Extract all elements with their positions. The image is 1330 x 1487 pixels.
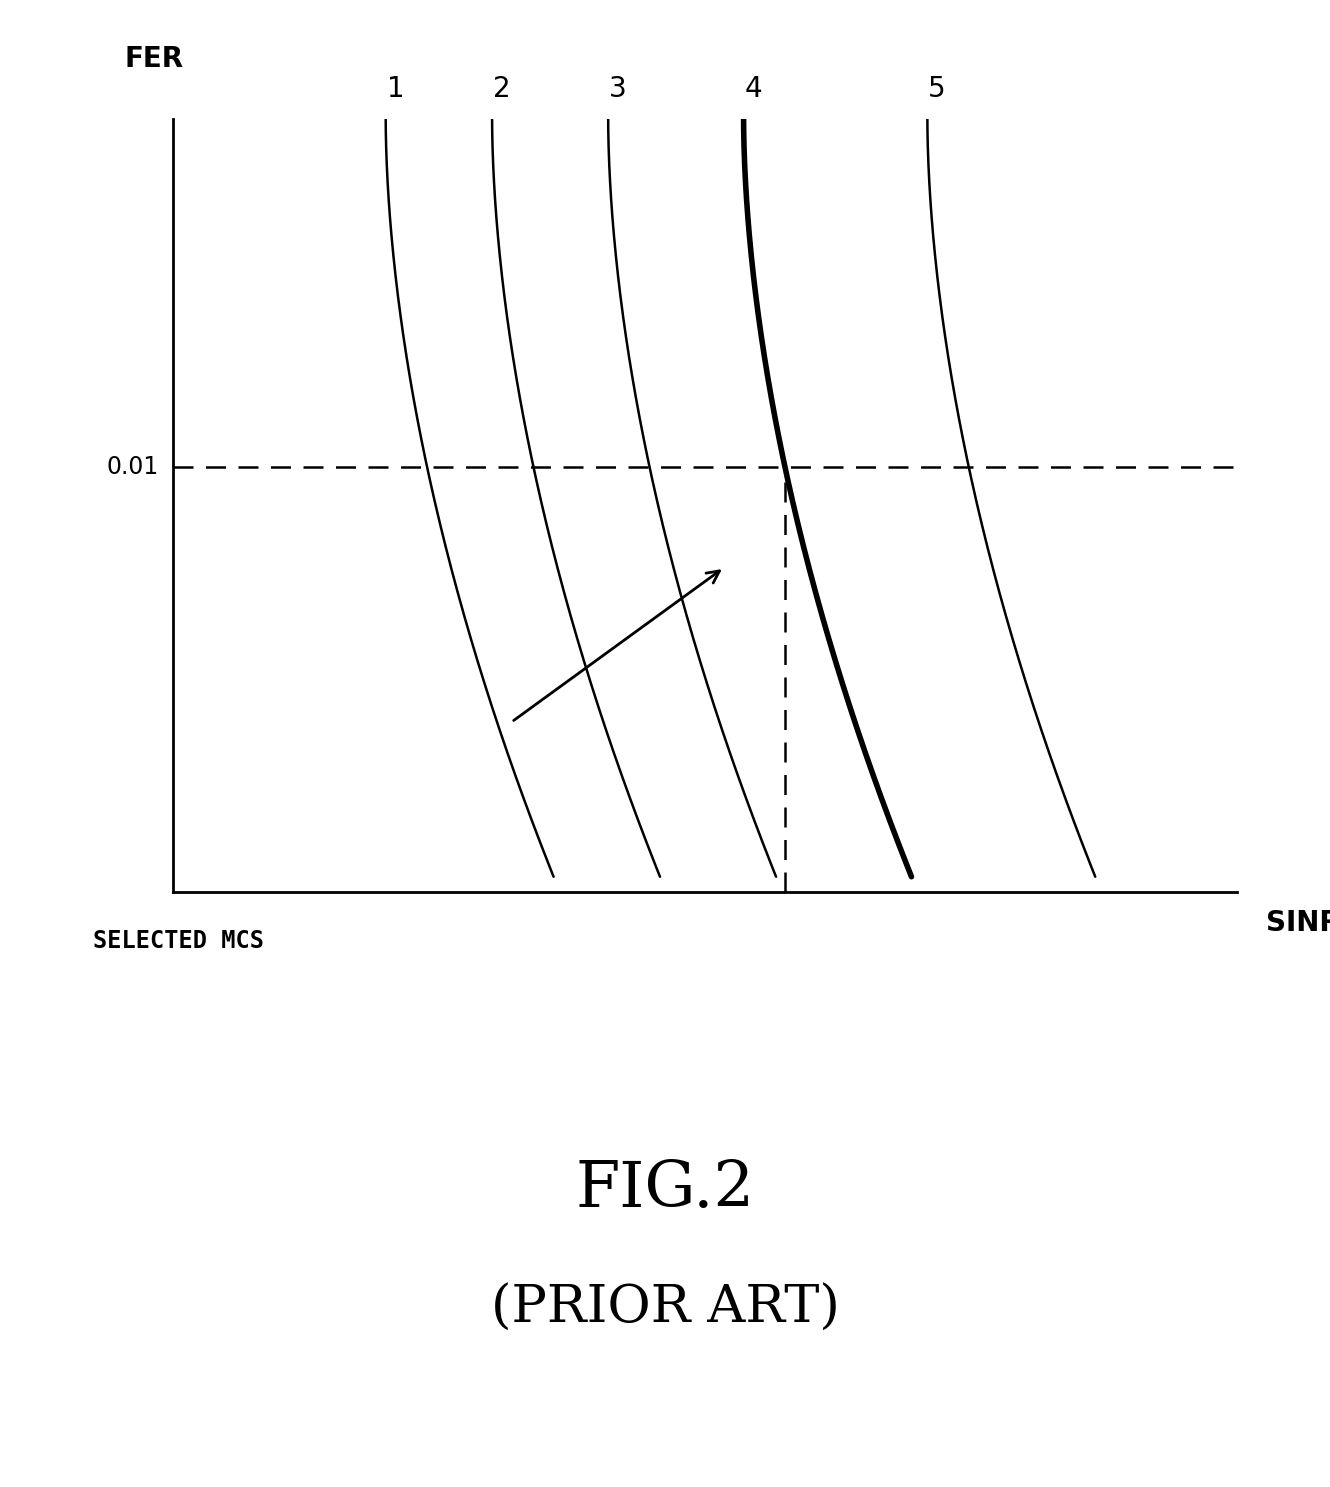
Text: 4: 4 [745,76,762,104]
Text: SELECTED MCS: SELECTED MCS [93,929,265,953]
Text: (PRIOR ART): (PRIOR ART) [491,1283,839,1334]
Text: 5: 5 [928,76,946,104]
Text: 0.01: 0.01 [106,455,158,479]
Text: FER: FER [125,45,184,73]
Text: FIG.2: FIG.2 [576,1158,754,1221]
Text: SINR: SINR [1266,909,1330,937]
Text: 3: 3 [609,76,626,104]
Text: 2: 2 [493,76,511,104]
Text: 1: 1 [387,76,404,104]
